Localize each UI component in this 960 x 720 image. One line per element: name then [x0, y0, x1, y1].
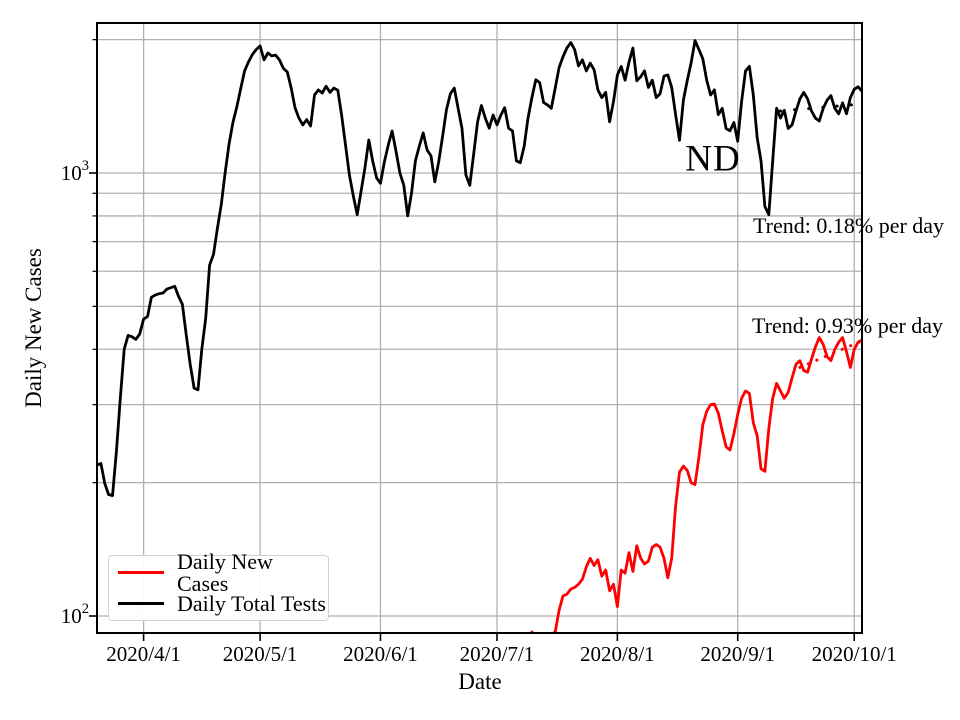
legend-item-label: Daily New Cases — [177, 548, 273, 596]
x-tick-label: 2020/9/1 — [700, 642, 775, 666]
x-tick-label: 2020/5/1 — [223, 642, 298, 666]
legend-item-total-tests: Daily Total Tests — [118, 588, 328, 619]
x-tick-label: 2020/7/1 — [460, 642, 535, 666]
trend-label-new-cases: Trend: 0.93% per day — [752, 313, 944, 338]
trend-label-total-tests: Trend: 0.18% per day — [753, 213, 945, 238]
x-tick-label: 2020/10/1 — [812, 642, 897, 666]
x-tick-label: 2020/8/1 — [580, 642, 655, 666]
cases-trend-dotted-line — [798, 339, 862, 369]
x-tick-label: 2020/4/1 — [106, 642, 181, 666]
tests-trend-dotted-line — [778, 102, 862, 113]
legend-swatch-new-cases — [118, 570, 164, 575]
legend: Daily New Cases Daily Total Tests — [108, 550, 329, 621]
y-axis-label: Daily New Cases — [21, 248, 46, 408]
legend-item-new-cases: Daily New Cases — [118, 550, 328, 594]
y-tick-label: 103 — [61, 158, 89, 185]
x-tick-label: 2020/6/1 — [343, 642, 418, 666]
daily-total-tests-line — [97, 39, 862, 497]
x-axis-label: Date — [458, 669, 502, 694]
daily-new-cases-line — [530, 336, 862, 633]
nd-annotation: ND — [685, 138, 741, 180]
legend-item-label: Daily Total Tests — [177, 590, 326, 616]
y-tick-label: 102 — [61, 601, 89, 628]
plot-border — [96, 22, 863, 634]
legend-swatch-total-tests — [118, 601, 164, 606]
